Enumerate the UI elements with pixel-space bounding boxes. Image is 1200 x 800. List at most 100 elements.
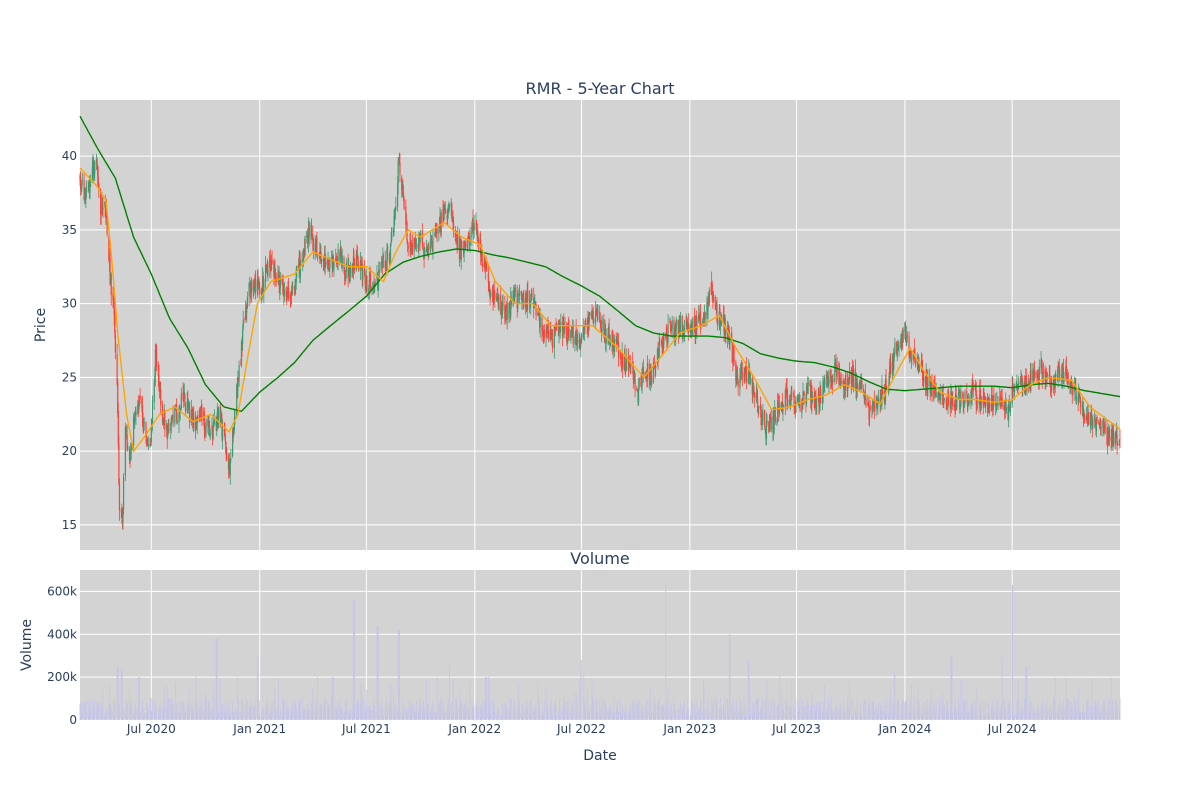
moving-average-lines	[79, 115, 1121, 453]
volume-bar	[311, 713, 312, 720]
candle-body	[667, 324, 669, 343]
volume-bar	[748, 660, 750, 720]
volume-bar	[880, 705, 882, 720]
volume-bar	[876, 713, 878, 720]
volume-bar	[538, 710, 539, 720]
volume-bar	[175, 710, 177, 720]
volume-bar	[1005, 709, 1007, 720]
candle-body	[884, 380, 887, 402]
candle-body	[835, 361, 837, 371]
volume-bar	[630, 705, 632, 720]
volume-bar	[360, 685, 362, 720]
volume-bar	[393, 694, 394, 720]
volume-bar	[955, 710, 957, 720]
volume-bar	[939, 698, 941, 720]
candle-body	[118, 484, 121, 511]
candle-body	[249, 282, 251, 289]
volume-bar	[204, 700, 206, 720]
candle-body	[146, 439, 148, 446]
volume-bar	[604, 698, 606, 720]
volume-bar	[261, 710, 263, 720]
candle-body	[802, 392, 804, 405]
volume-bar	[199, 708, 201, 720]
volume-bar	[770, 714, 771, 720]
volume-bar	[926, 714, 928, 720]
volume-bar	[1061, 702, 1063, 720]
volume-bar	[397, 630, 399, 720]
volume-bar	[1086, 699, 1088, 720]
candle-body	[828, 370, 830, 385]
volume-bar	[1067, 697, 1069, 720]
volume-bar	[335, 708, 337, 720]
volume-bar	[558, 711, 559, 720]
volume-bar	[976, 686, 978, 720]
candle-body	[1079, 397, 1081, 399]
candle-body	[273, 260, 275, 276]
volume-bar	[251, 700, 252, 720]
volume-bar	[1099, 709, 1101, 720]
volume-bar	[147, 709, 149, 720]
candle-body	[1005, 407, 1007, 412]
volume-bar	[1091, 678, 1093, 720]
volume-bar	[910, 713, 912, 720]
candle-body	[934, 382, 936, 391]
volume-bar	[295, 703, 297, 720]
volume-bar	[864, 713, 866, 720]
volume-bar	[1111, 711, 1113, 720]
volume-bar	[774, 714, 776, 720]
candle-body	[225, 446, 227, 455]
volume-bar	[733, 710, 734, 720]
candle-body	[139, 394, 141, 400]
candle-body	[438, 224, 441, 229]
candle-body	[914, 358, 917, 366]
candle-body	[249, 289, 251, 291]
volume-bar	[283, 699, 285, 720]
candle-body	[186, 401, 188, 412]
volume-bar	[96, 707, 97, 720]
volume-bar	[707, 715, 708, 720]
candle-body	[1098, 422, 1100, 424]
volume-bar	[455, 714, 457, 720]
candle-body	[382, 256, 384, 268]
volume-bar	[446, 712, 448, 720]
volume-bar	[601, 697, 602, 720]
volume-bar	[876, 708, 878, 720]
volume-bar	[331, 699, 333, 720]
candle-body	[813, 396, 815, 398]
candle-body	[306, 232, 309, 244]
volume-bar	[867, 704, 869, 720]
volume-bar	[236, 707, 238, 720]
volume-bar	[1034, 709, 1036, 720]
volume-bar	[257, 655, 259, 720]
volume-bar	[914, 709, 916, 720]
volume-bar	[587, 707, 589, 720]
candle-body	[521, 293, 523, 304]
candle-body	[116, 353, 118, 385]
candle-body	[114, 335, 116, 353]
candle-body	[246, 310, 248, 313]
volume-bar	[853, 713, 855, 720]
volume-bar	[383, 715, 384, 720]
volume-bar	[158, 706, 160, 720]
volume-bar	[471, 699, 473, 720]
volume-bar	[167, 699, 169, 720]
volume-bar	[659, 702, 661, 720]
volume-bar	[711, 714, 713, 720]
volume-bar	[857, 714, 859, 720]
candle-body	[840, 381, 842, 383]
volume-bar	[250, 706, 252, 720]
volume-bar	[579, 681, 581, 720]
candle-body	[818, 402, 821, 409]
volume-bar	[533, 711, 535, 720]
candle-body	[725, 330, 727, 335]
volume-bar	[728, 715, 730, 720]
volume-bar	[1021, 702, 1022, 720]
volume-bar	[929, 702, 931, 720]
volume-bar	[650, 713, 652, 720]
volume-bar	[535, 709, 536, 720]
candle-body	[94, 161, 96, 174]
candle-body	[1008, 403, 1010, 419]
candle-body	[527, 290, 529, 301]
candle-body	[580, 345, 582, 347]
volume-bar	[621, 704, 623, 720]
